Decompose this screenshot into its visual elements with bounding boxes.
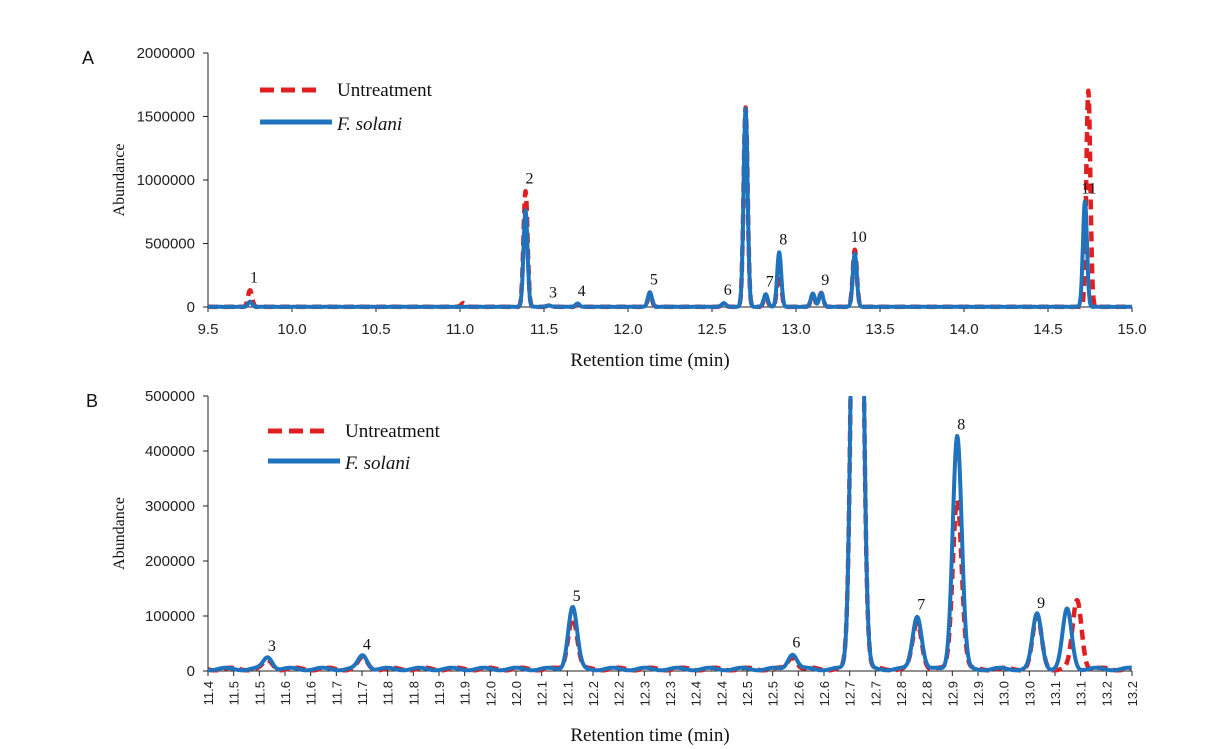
y-tick-label: 1500000 [137,109,195,126]
x-tick-label: 13.1 [1048,681,1063,706]
x-tick-label: 11.7 [355,681,370,705]
x-tick-label: 12.9 [971,681,986,706]
x-tick-label: 12.1 [535,681,550,706]
peak-label: 9 [1037,595,1045,612]
y-tick-label: 500000 [145,388,195,405]
x-tick-label: 12.2 [586,681,601,706]
legend-label-untreatment: Untreatment [337,80,433,101]
x-tick-label: 12.0 [483,681,498,706]
y-tick-label: 0 [187,663,195,680]
x-tick-label: 11.6 [278,681,293,705]
x-tick-label: 11.8 [381,681,396,705]
x-tick-label: 12.7 [868,681,883,706]
peak-label: 8 [957,416,965,433]
peak-label: 2 [526,170,534,187]
x-tick-label: 11.8 [406,681,421,705]
x-tick-label: 12.4 [714,681,729,706]
x-tick-label: 12.5 [697,321,726,338]
peak-label: 5 [650,271,658,288]
x-tick-label: 12.1 [560,681,575,706]
peak-label: 9 [821,272,829,289]
peak-label: 11 [1081,181,1096,198]
peak-label: 8 [779,231,787,248]
x-tick-label: 12.9 [945,681,960,706]
peak-label: 10 [851,229,867,246]
peak-label: 7 [917,597,925,614]
f-solani-trace [208,106,1132,309]
x-tick-label: 9.5 [198,321,219,338]
x-tick-label: 11.5 [530,321,558,338]
peak-label: 5 [573,588,581,605]
x-tick-label: 13.2 [1125,681,1140,706]
peak-label: 3 [268,638,276,655]
y-tick-label: 300000 [145,498,195,515]
peak-label: 6 [792,635,800,652]
x-tick-label: 11.4 [201,681,216,705]
y-tick-label: 2000000 [137,45,195,62]
x-tick-label: 13.5 [865,321,894,338]
peak-label: 7 [766,273,774,290]
x-tick-label: 14.0 [949,321,978,338]
x-tick-label: 14.5 [1033,321,1062,338]
x-tick-label: 13.0 [781,321,810,338]
x-tick-label: 11.6 [304,681,319,705]
x-tick-label: 10.5 [361,321,390,338]
peak-label: 4 [363,636,371,653]
x-tick-label: 12.3 [663,681,678,706]
peak-label: 1 [250,269,258,286]
y-tick-label: 100000 [145,608,195,625]
x-tick-label: 11.5 [252,681,267,705]
x-tick-label: 12.7 [843,681,858,706]
peak-label: 3 [549,284,557,301]
x-tick-label: 12.8 [920,681,935,706]
x-axis-title: Retention time (min) [570,725,729,746]
x-tick-label: 12.6 [791,681,806,706]
x-tick-label: 12.8 [894,681,909,706]
x-tick-label: 11.9 [432,681,447,705]
panel-label: B [86,391,98,411]
y-axis-title: Abundance [111,497,128,570]
peak-label: 6 [724,282,732,299]
x-tick-label: 11.5 [227,681,242,705]
x-tick-label: 13.0 [997,681,1012,706]
x-tick-label: 11.9 [458,681,473,705]
x-tick-label: 11.0 [446,321,474,338]
x-tick-label: 12.2 [612,681,627,706]
y-axis-title: Abundance [111,144,128,217]
x-tick-label: 12.6 [817,681,832,706]
f-solani-trace [208,396,1132,673]
y-tick-label: 200000 [145,553,195,570]
panel-label: A [82,48,94,68]
legend-label-untreatment: Untreatment [345,421,441,442]
x-tick-label: 12.5 [766,681,781,706]
x-tick-label: 12.0 [613,321,642,338]
y-tick-label: 500000 [145,236,195,253]
x-tick-label: 12.4 [689,681,704,706]
x-tick-label: 12.3 [637,681,652,706]
legend-label-f-solani: F. solani [344,453,410,474]
x-tick-label: 11.7 [329,681,344,705]
x-tick-label: 12.0 [509,681,524,706]
x-tick-label: 13.0 [1022,681,1037,706]
y-tick-label: 400000 [145,443,195,460]
x-axis-title: Retention time (min) [570,350,729,371]
y-tick-label: 0 [187,299,195,316]
legend-label-f-solani: F. solani [336,114,402,135]
y-tick-label: 1000000 [137,172,195,189]
x-tick-label: 13.1 [1074,681,1089,706]
peak-label: 4 [578,283,586,300]
x-tick-label: 15.0 [1117,321,1146,338]
x-tick-label: 13.2 [1099,681,1114,706]
x-tick-label: 12.5 [740,681,755,706]
x-tick-label: 10.0 [277,321,306,338]
